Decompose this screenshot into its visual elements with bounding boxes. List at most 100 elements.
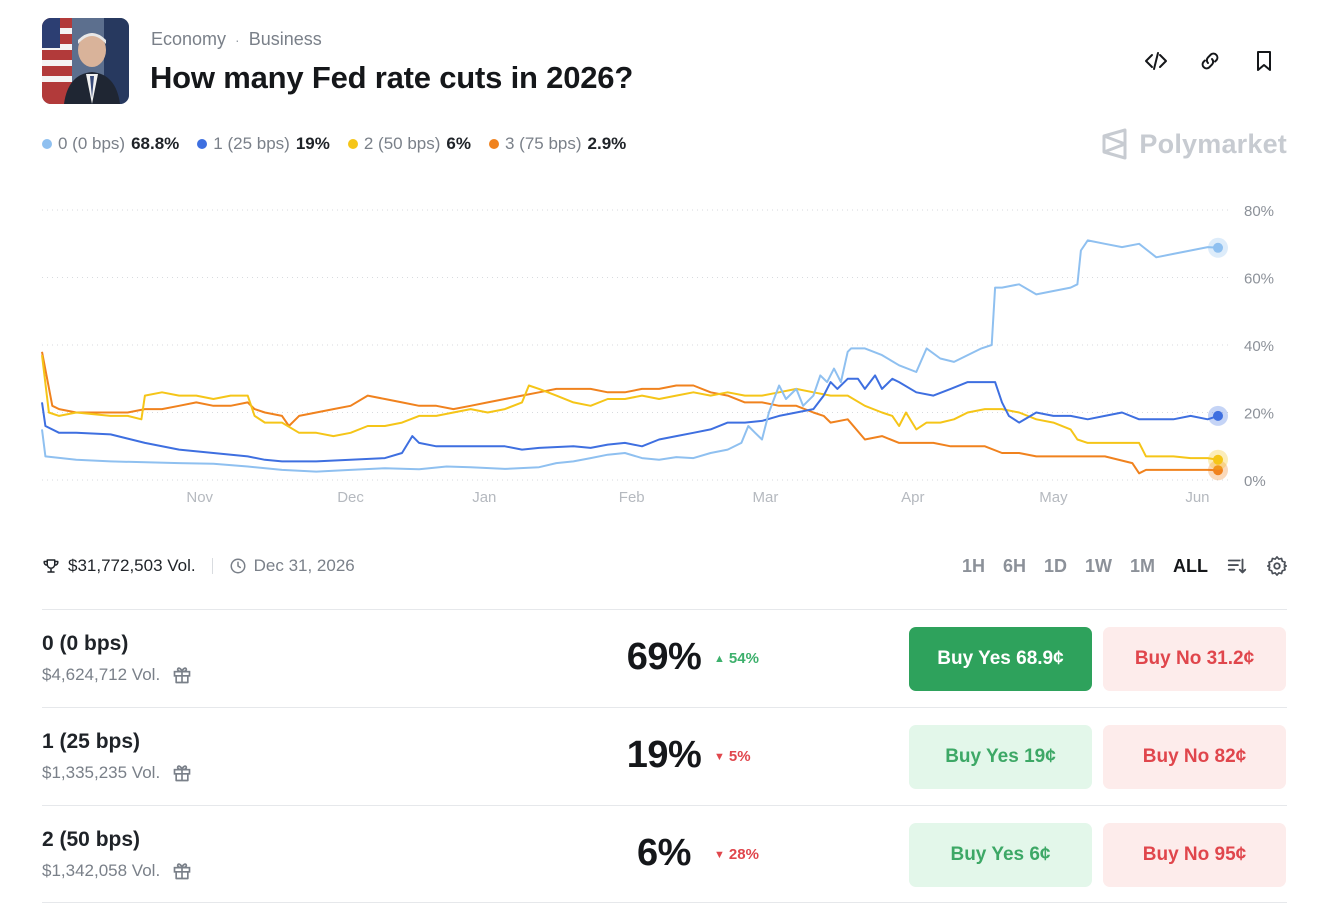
legend-percent: 68.8% [131,134,180,153]
copy-link-button[interactable] [1198,46,1222,76]
breadcrumb-separator: · [235,31,240,48]
market-stats: $31,772,503 Vol. Dec 31, 2026 [42,556,355,576]
x-tick-label: Dec [337,489,364,506]
end-date-text: Dec 31, 2026 [253,556,355,575]
x-tick-label: Apr [901,489,924,506]
series-endpoint [1213,242,1223,253]
outcome-row[interactable]: 1 (25 bps) $1,335,235 Vol. 19% ▼ 5% Buy Yes 1… [42,707,1287,805]
outcome-change: ▲ 54% [714,650,759,667]
outcome-list: 0 (0 bps) $4,624,712 Vol. 69% ▲ 54% Buy Yes 6… [42,609,1287,903]
series-line [41,239,1219,473]
embed-icon [1145,52,1167,70]
legend-swatch [347,139,358,149]
buy-no-button[interactable]: Buy No 82¢ [1103,725,1286,789]
outcome-row[interactable]: 0 (0 bps) $4,624,712 Vol. 69% ▲ 54% Buy Yes 6… [42,609,1287,707]
outcome-change: ▼ 5% [714,748,751,765]
outcome-change-value: 5% [728,748,751,765]
triangle-up-icon: ▲ [714,652,725,665]
series-line [41,354,1219,461]
legend-item[interactable]: 1 (25 bps) 19% [197,134,330,154]
link-icon [1201,52,1219,70]
y-tick-label: 80% [1244,203,1274,220]
x-tick-label: May [1039,489,1068,506]
legend-label: 3 (75 bps) [505,134,582,153]
outcome-probability: 6% [637,832,691,874]
end-date: Dec 31, 2026 [229,556,355,576]
series-line [41,351,1219,475]
triangle-down-icon: ▼ [714,848,725,861]
header-actions [1144,46,1276,76]
buy-yes-button[interactable]: Buy Yes 6¢ [909,823,1092,887]
gear-icon [1267,556,1287,576]
brand-name: Polymarket [1139,128,1287,159]
buy-no-button[interactable]: Buy No 31.2¢ [1103,627,1286,691]
trophy-icon [43,559,59,573]
price-chart-svg: 80% 60% 40% 20% 0% Nov Dec Jan Feb Mar Apr May Jun [41,203,1274,506]
total-volume: $31,772,503 Vol. [42,556,196,576]
range-1d[interactable]: 1D [1043,555,1067,576]
embed-button[interactable] [1144,46,1168,76]
gift-icon[interactable] [172,861,192,881]
series-line [41,374,1219,463]
outcome-volume-text: $1,335,235 Vol. [42,763,161,782]
outcome-name: 1 (25 bps) [42,730,141,753]
legend-item[interactable]: 0 (0 bps) 68.8% [42,134,179,154]
outcome-probability: 19% [626,734,702,776]
time-range-selector: 1H 6H 1D 1W 1M ALL [962,555,1288,577]
legend-swatch [42,139,52,149]
buy-yes-button[interactable]: Buy Yes 68.9¢ [909,627,1092,691]
series-endpoint [1213,454,1223,465]
range-1m[interactable]: 1M [1129,555,1155,576]
brand-watermark: Polymarket [1101,128,1287,160]
legend-swatch [489,139,499,149]
series-endpoint [1213,465,1223,476]
polymarket-logo-icon [1102,128,1127,160]
gift-icon[interactable] [172,665,192,685]
legend-label: 2 (50 bps) [363,134,441,153]
triangle-down-icon: ▼ [714,750,725,763]
breadcrumb-item-economy[interactable]: Economy [151,29,227,49]
outcome-volume: $4,624,712 Vol. [42,665,192,685]
range-6h[interactable]: 6H [1002,555,1026,576]
x-tick-label: Feb [619,489,645,506]
legend-label: 0 (0 bps) [58,134,126,153]
outcome-volume: $1,342,058 Vol. [42,861,192,881]
range-all[interactable]: ALL [1173,555,1208,576]
outcome-name: 2 (50 bps) [42,828,141,851]
x-tick-label: Nov [186,489,213,506]
y-tick-label: 60% [1244,271,1274,288]
outcome-change-value: 28% [728,846,759,863]
gift-icon[interactable] [172,763,192,783]
breadcrumb-item-business[interactable]: Business [248,29,322,49]
breadcrumb: Economy · Business [151,29,322,50]
total-volume-text: $31,772,503 Vol. [68,556,196,575]
legend-swatch [197,139,208,149]
legend-label: 1 (25 bps) [213,134,290,153]
buy-no-button[interactable]: Buy No 95¢ [1103,823,1286,887]
outcome-volume-text: $4,624,712 Vol. [42,665,161,684]
outcome-name: 0 (0 bps) [42,632,129,655]
chart-legend: 0 (0 bps) 68.8% 1 (25 bps) 19% 2 (50 bps) 6% 3… [42,134,626,154]
sort-icon [1227,558,1247,574]
sort-button[interactable] [1226,555,1248,577]
chart-settings-button[interactable] [1266,555,1288,577]
market-thumbnail [42,18,129,104]
x-tick-label: Jun [1185,489,1209,506]
outcome-row[interactable]: 2 (50 bps) $1,342,058 Vol. 6% ▼ 28% Buy Yes 6… [42,805,1287,903]
market-thumbnail-image [42,18,129,104]
buy-yes-button[interactable]: Buy Yes 19¢ [909,725,1092,789]
range-1w[interactable]: 1W [1084,555,1112,576]
outcome-change: ▼ 28% [714,846,759,863]
series-endpoint [1213,410,1223,421]
x-tick-label: Jan [472,489,496,506]
legend-item[interactable]: 3 (75 bps) 2.9% [489,134,626,154]
legend-percent: 2.9% [587,134,627,153]
price-chart[interactable]: 80% 60% 40% 20% 0% Nov Dec Jan Feb Mar Apr May Jun [0,190,1338,520]
bookmark-button[interactable] [1252,46,1276,76]
x-tick-label: Mar [753,489,779,506]
clock-icon [230,558,246,574]
range-1h[interactable]: 1H [961,555,985,576]
outcome-volume-text: $1,342,058 Vol. [42,861,161,880]
outcome-change-value: 54% [728,650,759,667]
legend-item[interactable]: 2 (50 bps) 6% [347,134,471,154]
